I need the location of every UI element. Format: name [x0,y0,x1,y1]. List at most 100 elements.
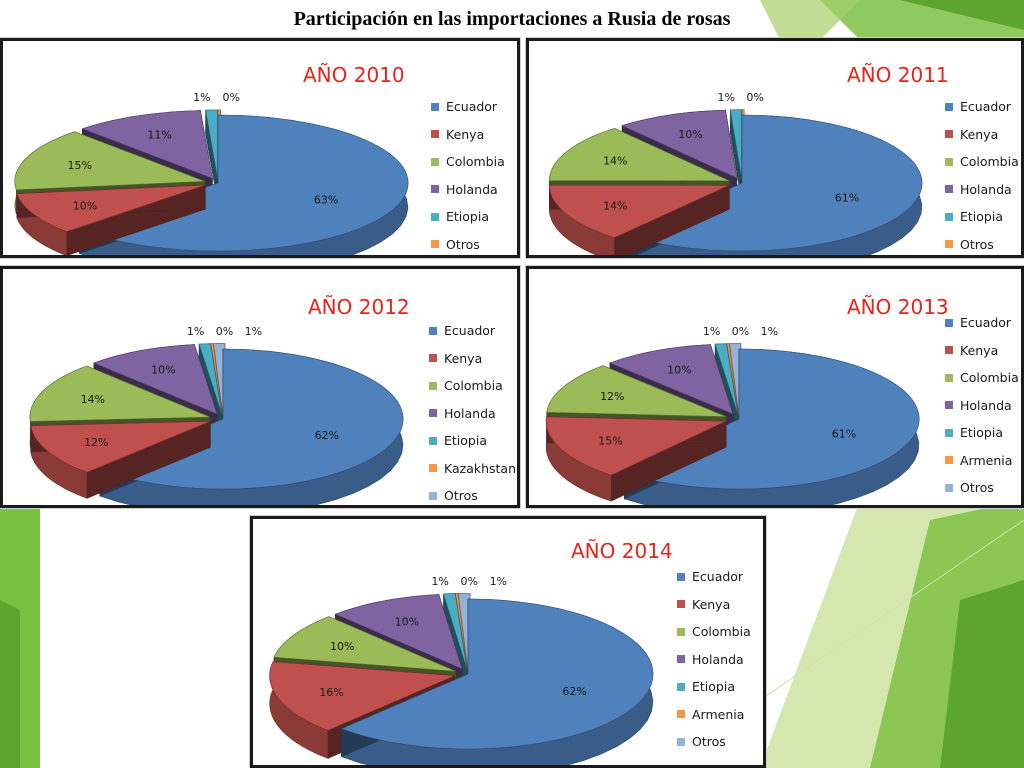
legend-swatch [431,212,439,221]
data-label-etiopia: 1% [187,325,204,338]
data-label-colombia: 14% [81,393,105,406]
legend-item-otros: Otros [431,231,505,256]
legend-swatch [945,456,953,465]
legend-label: Colombia [960,370,1019,386]
legend-item-armenia: Armenia [677,701,751,729]
data-label-colombia: 14% [603,155,627,168]
legend-item-etiopia: Etiopia [945,419,1019,447]
chart-title: AÑO 2012 [308,295,410,319]
data-label-holanda: 10% [151,364,175,377]
pie-chart: 61% 15% 12% 10% 1% 0% 1% [545,325,920,505]
data-label-otros: 1% [490,575,507,588]
pie-slice-etiopia [205,109,218,203]
legend-item-kazakhstan: Kazakhstan [429,455,516,483]
legend-label: Armenia [692,706,745,722]
legend-swatch [945,212,953,221]
legend-label: Kenya [960,342,999,358]
data-label-kenya: 12% [84,436,108,449]
legend-swatch [429,436,437,445]
chart-title: AÑO 2011 [847,63,949,87]
legend-item-otros: Otros [945,231,1019,256]
data-label-etiopia: 1% [703,325,720,338]
data-label-kenya: 15% [598,435,622,448]
legend-label: Holanda [692,651,744,667]
legend-swatch [945,102,953,111]
legend-item-ecuador: Ecuador [677,563,751,591]
data-label-etiopia: 1% [431,575,448,588]
legend-item-kenya: Kenya [431,121,505,149]
legend-item-ecuador: Ecuador [945,309,1019,337]
legend-item-ecuador: Ecuador [945,93,1019,121]
pie-slice-kenya [30,420,211,499]
legend-swatch [945,157,953,166]
data-label-kenya: 14% [603,200,627,213]
chart-legend: Ecuador Kenya Colombia Holanda Etiopia Otros [945,93,1019,256]
pie-slice-kenya [16,184,206,255]
legend-item-etiopia: Etiopia [429,427,516,455]
legend-swatch [677,682,685,691]
legend-swatch [945,401,953,410]
data-label-kenya: 16% [319,686,343,699]
legend-swatch [945,130,953,139]
legend-label: Etiopia [960,425,1003,441]
legend-label: Otros [692,734,726,750]
legend-swatch [945,373,953,382]
pie-chart: 61% 14% 14% 10% 1% 0% [548,91,923,255]
legend-label: Kenya [692,596,731,612]
data-label-etiopia: 1% [193,91,210,104]
data-label-holanda: 10% [667,364,691,377]
legend-item-colombia: Colombia [431,148,505,176]
legend-item-kenya: Kenya [429,345,516,373]
legend-swatch [945,346,953,355]
legend-label: Kenya [444,350,483,366]
legend-label: Ecuador [960,315,1012,331]
legend-label: Otros [960,480,994,496]
legend-swatch [945,483,953,492]
data-label-ecuador: 61% [832,428,856,441]
chart-legend: Ecuador Kenya Colombia Holanda Etiopia Armeni… [945,309,1019,502]
legend-swatch [677,655,685,664]
legend-item-otros: Otros [429,482,516,505]
legend-item-holanda: Holanda [945,176,1019,204]
legend-item-colombia: Colombia [677,618,751,646]
legend-label: Otros [446,236,480,252]
legend-item-holanda: Holanda [429,400,516,428]
legend-label: Holanda [444,405,496,421]
legend-item-kenya: Kenya [677,591,751,619]
legend-item-etiopia: Etiopia [945,203,1019,231]
legend-swatch [945,185,953,194]
legend-label: Colombia [446,154,505,170]
legend-swatch [431,185,439,194]
legend-label: Colombia [960,154,1019,170]
legend-swatch [677,572,685,581]
data-label-kazakhstan: 0% [216,325,233,338]
legend-swatch [429,381,437,390]
legend-swatch [429,491,437,500]
data-label-ecuador: 61% [835,191,859,204]
slide-title: Participación en las importaciones a Rus… [293,8,731,30]
legend-label: Ecuador [444,323,496,339]
legend-label: Etiopia [960,209,1003,225]
chart-legend: Ecuador Kenya Colombia Holanda Etiopia Kazakh… [429,317,516,505]
legend-swatch [945,318,953,327]
data-label-armenia: 0% [732,325,749,338]
legend-label: Colombia [444,378,503,394]
legend-item-etiopia: Etiopia [431,203,505,231]
data-label-otros: 0% [222,91,239,104]
data-label-armenia: 0% [460,575,477,588]
legend-label: Otros [444,488,478,504]
data-label-otros: 1% [245,325,262,338]
legend-label: Kazakhstan [444,460,517,476]
legend-label: Colombia [692,624,751,640]
legend-item-holanda: Holanda [945,392,1019,420]
legend-label: Holanda [960,397,1012,413]
legend-label: Etiopia [692,679,735,695]
legend-item-colombia: Colombia [945,148,1019,176]
pie-slice-etiopia [198,343,222,440]
chart-panel-2013: 61% 15% 12% 10% 1% 0% 1% AÑO 2013 Ecuador Kenya Co… [526,266,1024,508]
legend-swatch [945,428,953,437]
data-label-ecuador: 62% [315,429,339,442]
chart-panel-2011: 61% 14% 14% 10% 1% 0% AÑO 2011 Ecuador Kenya Colo… [526,38,1024,258]
